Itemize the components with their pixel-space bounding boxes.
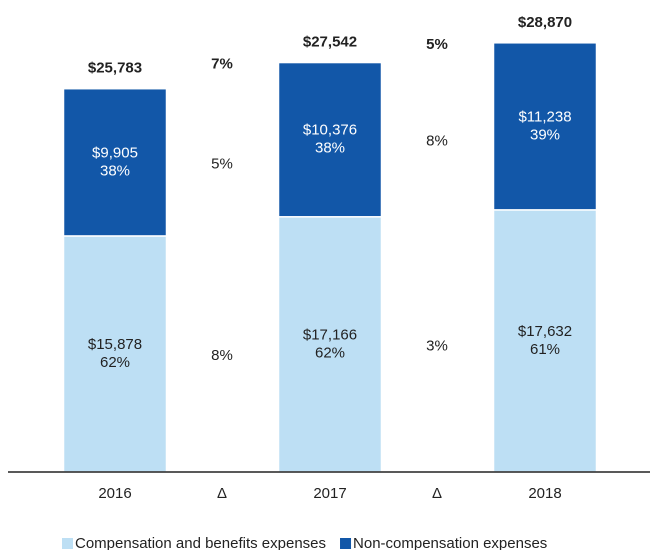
total-label: $25,783 <box>88 60 142 77</box>
legend-label: Non-compensation expenses <box>353 535 547 550</box>
share-label: 62% <box>100 354 130 371</box>
value-label: $9,905 <box>92 144 138 161</box>
share-label: 39% <box>530 126 560 143</box>
legend-swatch <box>62 538 73 549</box>
value-label: $15,878 <box>88 336 142 353</box>
delta-label: 8% <box>211 347 233 364</box>
delta-header: Δ <box>432 485 442 502</box>
legend-swatch <box>340 538 352 549</box>
bar-segment <box>62 235 168 473</box>
value-label: $17,166 <box>303 326 357 343</box>
share-label: 61% <box>530 341 560 358</box>
delta-label: 8% <box>426 133 448 150</box>
value-label: $11,238 <box>518 108 571 125</box>
delta-header: Δ <box>217 485 227 502</box>
delta-label: 3% <box>426 337 448 354</box>
value-label: $10,376 <box>303 122 357 139</box>
x-tick-label: 2016 <box>98 485 131 502</box>
total-label: $28,870 <box>518 14 572 31</box>
bar-segment <box>492 42 598 211</box>
delta-label: 5% <box>211 155 233 172</box>
delta-total: 7% <box>211 56 233 73</box>
bar-segment <box>492 209 598 473</box>
x-tick-label: 2017 <box>313 485 346 502</box>
bar-segment <box>277 61 383 218</box>
delta-total: 5% <box>426 36 448 53</box>
x-tick-label: 2018 <box>528 485 561 502</box>
value-label: $17,632 <box>518 323 572 340</box>
share-label: 38% <box>315 140 345 157</box>
share-label: 38% <box>100 162 130 179</box>
total-label: $27,542 <box>303 34 357 51</box>
legend-label: Compensation and benefits expenses <box>75 535 326 550</box>
bar-segment <box>62 87 168 237</box>
share-label: 62% <box>315 344 345 361</box>
